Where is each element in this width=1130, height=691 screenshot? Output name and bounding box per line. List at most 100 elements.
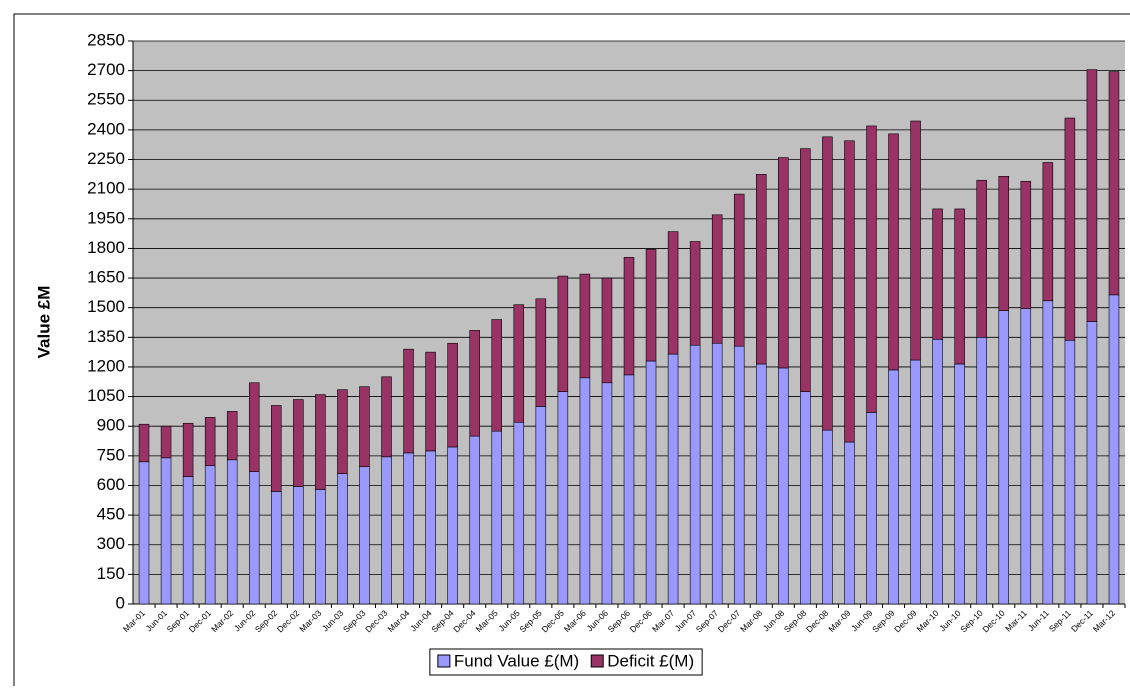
- bar-segment: [623, 257, 635, 376]
- bar-segment: [271, 405, 282, 492]
- bar-segment: [425, 351, 436, 452]
- x-tick-label: Mar-06: [562, 608, 588, 634]
- x-tick-label: Jun-02: [232, 608, 258, 634]
- bar-segment: [204, 417, 216, 467]
- bar-segment: [226, 459, 238, 605]
- x-tick-label: Dec-05: [539, 608, 566, 635]
- bar-segment: [337, 473, 348, 605]
- bar-segment: [888, 133, 899, 371]
- y-tick-label: 2100: [87, 179, 125, 198]
- bar-segment: [1064, 117, 1076, 341]
- bar-segment: [491, 430, 502, 605]
- y-axis-label: Value £M: [34, 286, 53, 359]
- bar-segment: [1020, 180, 1032, 309]
- x-tick-label: Dec-02: [275, 608, 302, 635]
- x-tick-label: Dec-09: [892, 608, 919, 635]
- bar-segment: [271, 491, 282, 605]
- bar-segment: [998, 310, 1010, 605]
- bar-segment: [447, 342, 458, 448]
- y-tick-label: 150: [97, 564, 125, 583]
- x-tick-label: Sep-07: [694, 608, 721, 635]
- bar-segment: [932, 208, 943, 340]
- x-tick-label: Jun-09: [849, 608, 875, 634]
- x-tick-label: Mar-08: [738, 608, 764, 634]
- y-tick-label: 2400: [87, 119, 125, 138]
- y-tick-label: 2550: [87, 90, 125, 109]
- x-tick-label: Dec-04: [451, 608, 478, 635]
- bar-segment: [1042, 300, 1054, 605]
- bar-segment: [756, 174, 767, 365]
- bar-segment: [711, 342, 723, 605]
- bar-segment: [381, 456, 392, 605]
- bar-segment: [954, 363, 965, 605]
- bar-segment: [733, 345, 745, 605]
- bar-segment: [491, 319, 502, 432]
- bar-segment: [425, 450, 436, 605]
- bar-segment: [601, 277, 613, 384]
- bar-segment: [359, 466, 370, 605]
- x-tick-label: Sep-05: [517, 608, 544, 635]
- bar-segment: [557, 391, 569, 605]
- bar-segment: [623, 374, 635, 605]
- bar-segment: [1020, 308, 1032, 605]
- x-tick-label: Sep-06: [606, 608, 633, 635]
- legend-swatch: [590, 654, 604, 668]
- bar-segment: [645, 360, 657, 605]
- bar-segment: [800, 391, 811, 605]
- bar-segment: [535, 406, 547, 605]
- y-tick-label: 900: [97, 416, 125, 435]
- bar-segment: [844, 140, 855, 443]
- bar-segment: [866, 125, 877, 413]
- x-tick-label: Sep-01: [165, 608, 192, 635]
- bar-segment: [381, 376, 392, 458]
- bar-segment: [998, 176, 1010, 311]
- legend-box: [429, 648, 703, 676]
- legend-swatch: [437, 654, 451, 668]
- x-tick-label: Mar-07: [650, 608, 676, 634]
- x-tick-label: Mar-11: [1003, 608, 1029, 634]
- x-tick-label: Jun-01: [144, 608, 170, 634]
- x-tick-label: Sep-04: [429, 608, 456, 635]
- bar-segment: [756, 363, 767, 605]
- bar-segment: [248, 471, 260, 605]
- x-tick-label: Jun-04: [408, 608, 434, 634]
- bar-segment: [469, 330, 480, 437]
- bar-segment: [403, 452, 414, 605]
- bar-segment: [866, 412, 877, 605]
- bar-segment: [138, 461, 150, 605]
- x-tick-label: Mar-05: [474, 608, 500, 634]
- bar-segment: [1108, 71, 1120, 296]
- bar-segment: [689, 241, 701, 346]
- x-tick-label: Dec-03: [363, 608, 390, 635]
- x-tick-label: Dec-08: [804, 608, 831, 635]
- y-tick-label: 1950: [87, 208, 125, 227]
- bar-segment: [160, 457, 172, 605]
- bar-segment: [778, 157, 789, 369]
- y-tick-label: 1500: [87, 297, 125, 316]
- bar-segment: [469, 435, 480, 605]
- bar-segment: [160, 425, 172, 459]
- x-tick-label: Mar-04: [385, 608, 411, 634]
- x-tick-label: Sep-11: [1047, 608, 1073, 634]
- bar-segment: [976, 179, 987, 338]
- y-tick-label: 1800: [87, 238, 125, 257]
- bar-segment: [778, 367, 789, 605]
- y-tick-label: 1200: [87, 356, 125, 375]
- bar-segment: [976, 337, 987, 605]
- x-tick-label: Sep-03: [341, 608, 368, 635]
- x-tick-label: Mar-10: [915, 608, 941, 634]
- bar-segment: [1064, 339, 1076, 605]
- bar-segment: [645, 249, 657, 362]
- x-tick-label: Jun-08: [761, 608, 787, 634]
- frame: [13, 13, 1130, 686]
- bar-segment: [711, 214, 723, 344]
- x-tick-label: Dec-07: [716, 608, 743, 635]
- x-tick-label: Jun-11: [1026, 608, 1051, 633]
- bar-segment: [513, 421, 525, 605]
- y-tick-label: 1650: [87, 268, 125, 287]
- x-tick-label: Mar-03: [297, 608, 323, 634]
- bar-segment: [579, 273, 591, 379]
- bar-segment: [910, 120, 921, 361]
